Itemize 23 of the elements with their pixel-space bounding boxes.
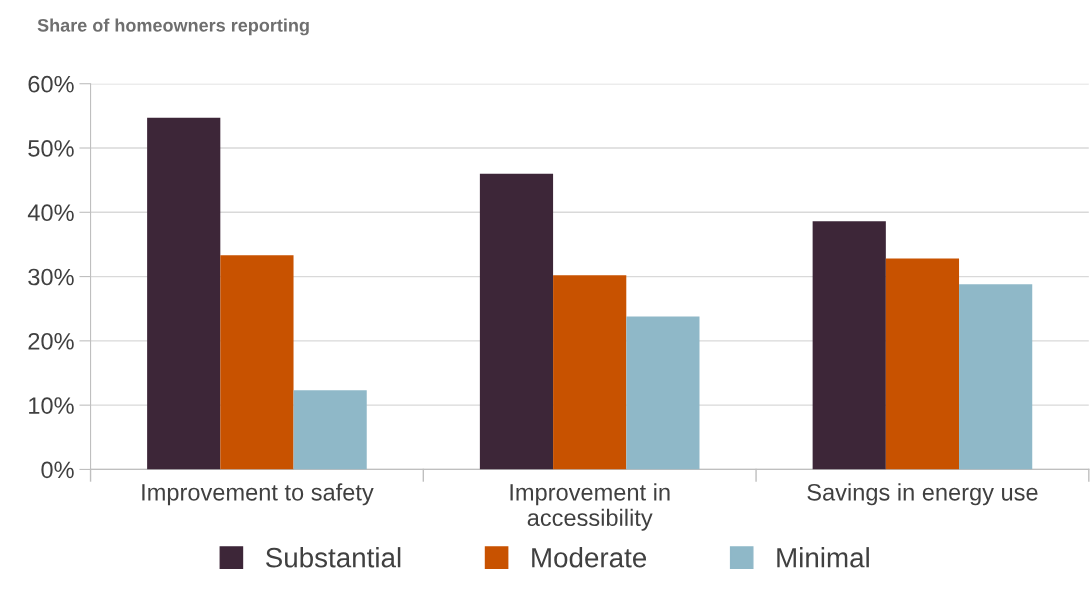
x-tick-label: Savings in energy use [807, 483, 1038, 506]
y-tick-label: 40% [27, 204, 74, 222]
legend-label: Moderate [532, 547, 647, 568]
bar [885, 258, 960, 470]
bar [293, 390, 367, 470]
legend-label: Minimal [777, 547, 869, 568]
legend-label: Substantial [265, 547, 401, 568]
bar [553, 275, 627, 470]
y-tick-label: 50% [28, 140, 74, 157]
bar [959, 284, 1033, 470]
x-tick-label: Improvement in accessibility [510, 483, 670, 531]
bar [147, 117, 221, 470]
y-tick-label: 30% [28, 268, 74, 286]
y-tick-label: 10% [29, 397, 74, 414]
x-tick-label: Improvement to safety [142, 483, 374, 506]
bar [220, 255, 294, 470]
chart-title: Share of homeowners reporting [37, 18, 309, 36]
bar [479, 173, 554, 470]
bar [812, 221, 886, 470]
y-tick-label: 60% [28, 75, 74, 93]
bar [626, 316, 700, 470]
y-tick-label: 0% [41, 461, 74, 479]
y-tick-label: 20% [28, 332, 74, 350]
